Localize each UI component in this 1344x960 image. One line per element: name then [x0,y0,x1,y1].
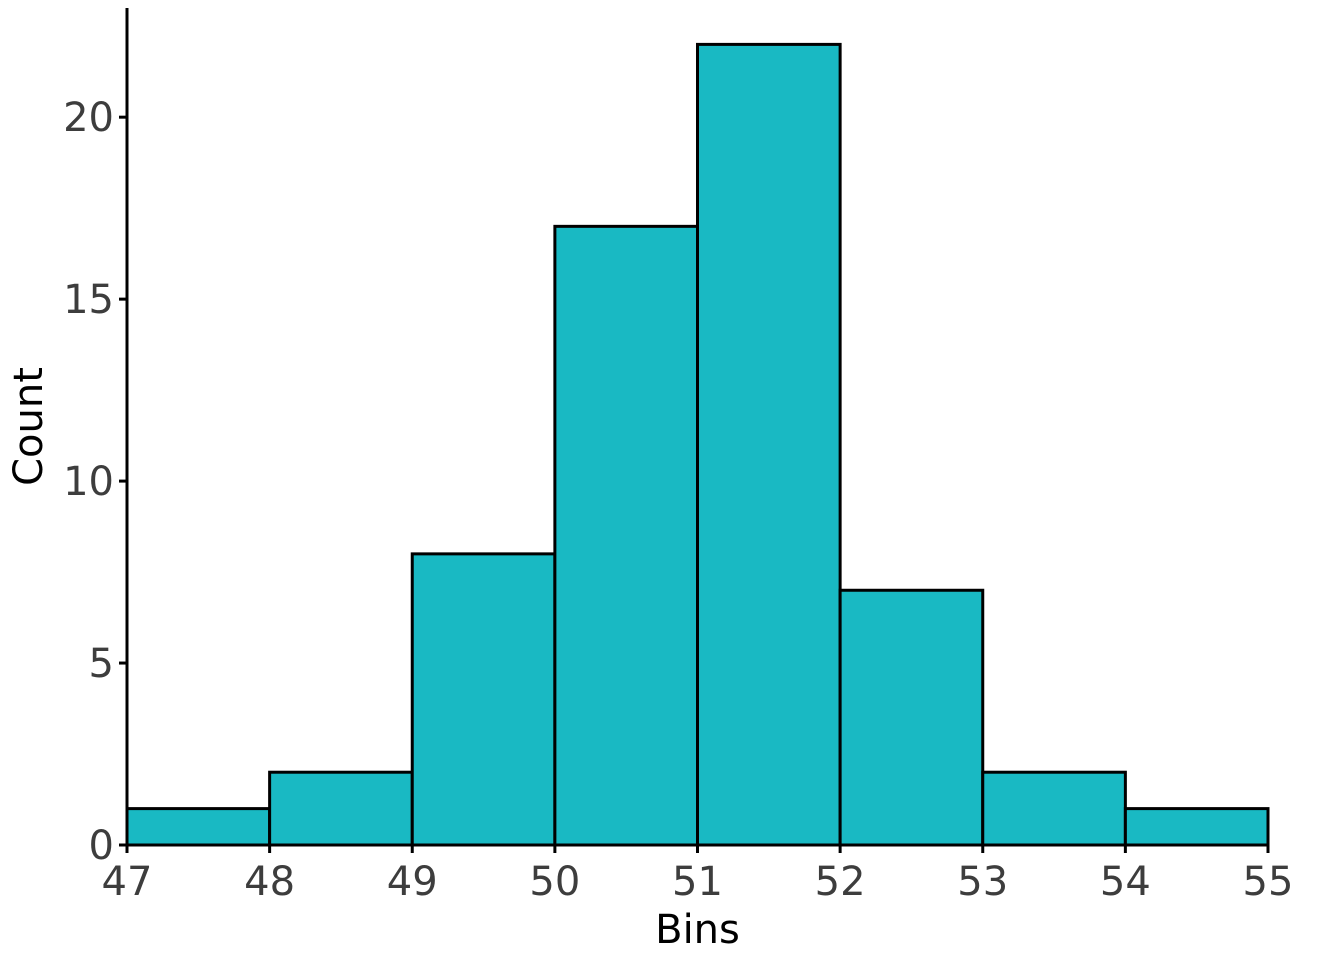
histogram-bar [838,588,985,847]
x-tick-label: 52 [815,859,866,905]
histogram-bar [696,42,842,847]
y-axis-title: Count [6,367,52,486]
histogram-bar [981,770,1127,847]
x-tick-label: 55 [1243,859,1294,905]
x-axis-ticks: 47 48 49 50 51 52 53 54 55 [102,845,1294,905]
histogram-bar [1123,807,1270,847]
x-tick-label: 53 [957,859,1008,905]
histogram-bar [410,552,557,847]
x-tick-label: 49 [387,859,438,905]
histogram-bar [268,770,414,847]
histogram-bar [553,224,699,847]
x-tick-label: 47 [102,859,153,905]
x-axis-title: Bins [655,907,740,953]
x-tick-label: 54 [1100,859,1151,905]
x-tick-label: 50 [529,859,580,905]
y-tick-label: 5 [89,641,114,687]
histogram-bar [125,807,272,847]
bars-group [125,42,1270,847]
y-tick-label: 20 [63,95,114,141]
y-tick-label: 0 [89,823,114,869]
y-tick-label: 15 [63,277,114,323]
y-tick-label: 10 [63,459,114,505]
x-tick-label: 51 [672,859,723,905]
x-tick-label: 48 [244,859,295,905]
y-axis-ticks: 0 5 10 15 20 [63,95,127,869]
